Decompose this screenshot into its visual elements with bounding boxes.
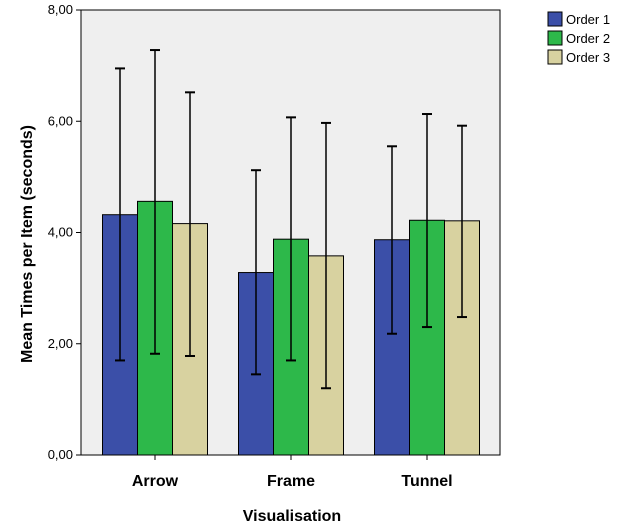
- error-bar: [286, 116, 296, 362]
- legend-item: Order 2: [547, 30, 610, 46]
- y-tick-label: 0,00: [48, 447, 73, 462]
- legend-swatch: [547, 49, 563, 65]
- error-bar: [387, 145, 397, 335]
- x-axis-title: Visualisation: [243, 508, 341, 525]
- legend-item: Order 3: [547, 49, 610, 65]
- x-axis: Arrow Frame Tunnel: [132, 455, 453, 490]
- error-bar: [457, 124, 467, 319]
- legend-swatch: [547, 30, 563, 46]
- error-bars-layer: [115, 49, 467, 390]
- y-tick-label: 6,00: [48, 113, 73, 128]
- legend: Order 1 Order 2 Order 3: [547, 11, 610, 65]
- error-bar: [251, 169, 261, 376]
- error-bar: [185, 91, 195, 357]
- y-axis: 0,00 2,00 4,00 6,00 8,00: [48, 2, 81, 462]
- legend-item: Order 1: [547, 11, 610, 27]
- error-bar: [321, 121, 331, 390]
- y-tick-label: 4,00: [48, 225, 73, 240]
- legend-swatch: [547, 11, 563, 27]
- y-tick-label: 8,00: [48, 2, 73, 17]
- error-bar: [115, 67, 125, 362]
- y-axis-title: Mean Times per Item (seconds): [19, 125, 36, 363]
- error-bar: [150, 49, 160, 355]
- x-category-label: Arrow: [132, 473, 179, 490]
- y-tick-label: 2,00: [48, 336, 73, 351]
- legend-label: Order 2: [566, 31, 610, 46]
- legend-label: Order 1: [566, 12, 610, 27]
- x-category-label: Frame: [267, 473, 315, 490]
- error-bar: [422, 113, 432, 329]
- x-category-label: Tunnel: [401, 473, 452, 490]
- legend-label: Order 3: [566, 50, 610, 65]
